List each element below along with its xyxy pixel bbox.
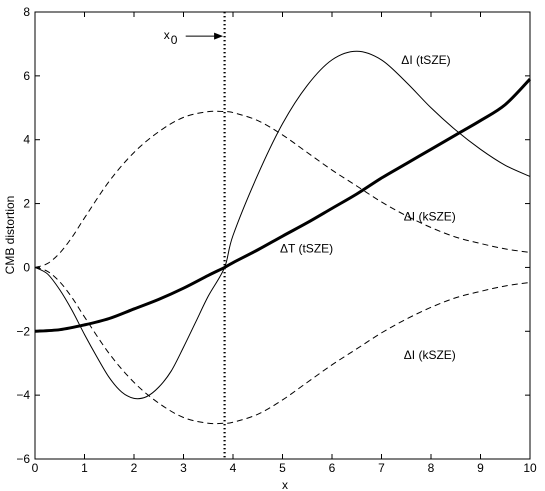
tsze-intensity-line — [34, 50, 531, 400]
x-axis-label: x — [282, 478, 288, 491]
x0-arrow-head — [214, 32, 224, 40]
tsze-temperature-line — [34, 78, 532, 333]
x-tick-label: 4 — [230, 461, 237, 475]
x-tick-label: 9 — [477, 461, 484, 475]
y-tick-label: −4 — [16, 388, 30, 402]
y-tick-label: 0 — [23, 260, 30, 274]
x-tick-label: 2 — [131, 461, 138, 475]
x-tick-label: 5 — [279, 461, 286, 475]
series-layer — [34, 12, 532, 459]
x-tick-label: 6 — [329, 461, 336, 475]
y-axis-label: CMB distortion — [3, 196, 17, 275]
x-tick-label: 8 — [428, 461, 435, 475]
ksze-lower-line — [34, 266, 531, 425]
label-ksze-upper: ΔI (kSZE) — [404, 209, 456, 223]
x-tick-label: 3 — [180, 461, 187, 475]
label-tsze-intensity: ΔI (tSZE) — [401, 53, 450, 67]
y-tick-label: 4 — [23, 133, 30, 147]
y-tick-label: −6 — [16, 452, 30, 466]
y-tick-label: 2 — [23, 197, 30, 211]
y-tick-label: −2 — [16, 324, 30, 338]
x0-marker-label: x — [164, 28, 170, 42]
y-tick-label: 6 — [23, 69, 30, 83]
x-tick-label: 1 — [81, 461, 88, 475]
label-tsze-temperature: ΔT (tSZE) — [280, 241, 333, 255]
label-ksze-lower: ΔI (kSZE) — [404, 348, 456, 362]
x-tick-label: 0 — [32, 461, 39, 475]
y-tick-label: 8 — [23, 5, 30, 19]
x-tick-label: 10 — [523, 461, 537, 475]
annotation-layer: ΔI (tSZE) ΔI (kSZE) ΔT (tSZE) ΔI (kSZE) x 0 — [164, 28, 456, 362]
x0-marker-subscript: 0 — [171, 33, 178, 47]
x-tick-label: 7 — [378, 461, 385, 475]
axes-layer: 0 1 2 3 4 5 6 7 8 9 10 −6 −4 −2 0 2 4 6 8 — [16, 5, 537, 475]
